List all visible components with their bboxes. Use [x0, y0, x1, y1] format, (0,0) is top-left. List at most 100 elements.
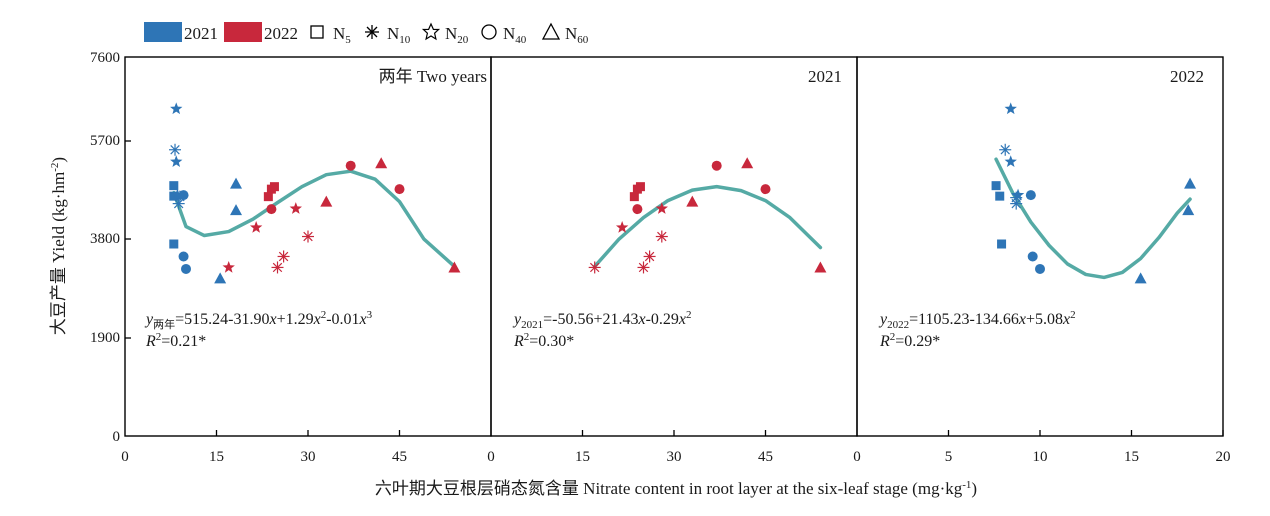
y-tick-label: 7600 [90, 50, 120, 66]
legend-asterisk-icon [365, 25, 379, 39]
x-tick-label: 45 [758, 449, 773, 465]
point-n40-circle [178, 251, 189, 262]
y-ticks [125, 140, 131, 339]
point-n60-triangle [214, 272, 227, 284]
point-n60-triangle [375, 157, 388, 169]
point-n5-square [995, 191, 1005, 201]
point-n40-circle [1035, 263, 1045, 274]
point-n10-asterisk [637, 261, 650, 274]
fit-curve [994, 157, 1192, 280]
point-n20-star [170, 155, 183, 167]
point-n20-star [171, 188, 184, 201]
x-tick-label: 0 [121, 449, 129, 465]
panel-3-equation: y2022=1105.23-134.66x+5.08x2 [878, 309, 1076, 331]
x-tick-label: 30 [667, 449, 682, 465]
point-n40-circle [1025, 190, 1036, 201]
point-n10-asterisk [655, 230, 668, 243]
point-n5-square [635, 182, 645, 192]
legend: 2021 2022 N5 N10 N20 N40 N60 [144, 22, 589, 46]
point-n5-square [991, 181, 1001, 191]
fit-curve [172, 169, 457, 269]
point-n5-square [629, 192, 639, 202]
x-tick-label: 15 [209, 449, 224, 465]
point-n5-square [169, 239, 179, 249]
x-tick-label: 5 [945, 449, 953, 465]
point-n20-star [289, 202, 302, 214]
point-n20-star [655, 202, 668, 214]
point-n60-triangle [1182, 204, 1195, 216]
x-axis-label: 六叶期大豆根层硝态氮含量 Nitrate content in root lay… [375, 479, 977, 498]
y-tick-label: 0 [113, 429, 121, 445]
point-n40-circle [181, 263, 191, 274]
panel-frame-3 [856, 56, 1224, 437]
legend-label-n60: N60 [565, 24, 589, 46]
legend-swatch-2022 [224, 22, 262, 42]
panel-frame-2 [490, 56, 858, 437]
point-n40-circle [760, 184, 771, 195]
point-n10-asterisk [588, 261, 601, 274]
point-n60-triangle [230, 204, 243, 216]
point-n20-star [615, 221, 629, 233]
legend-label-n20: N20 [445, 24, 469, 46]
point-n10-asterisk [999, 143, 1012, 156]
x-tick-label: 20 [1216, 449, 1231, 465]
panel-3-r2: R2=0.29* [879, 331, 940, 350]
panel-1-r2: R2=0.21* [145, 331, 206, 350]
point-n40-circle [345, 160, 356, 171]
legend-square-icon [310, 25, 324, 39]
point-n10-asterisk [271, 261, 284, 274]
x-tick-label: 0 [487, 449, 495, 465]
panel-2-title: 2021 [808, 67, 842, 86]
panel-2: 2021 y2021=-50.56+21.43x-0.29x2 R2=0.30* [512, 67, 842, 350]
y-tick-labels: 0 1900 3800 5700 7600 [90, 50, 120, 445]
point-n20-star [222, 260, 235, 273]
point-n5-square [269, 182, 279, 192]
x-tick-label: 30 [301, 449, 316, 465]
point-n40-circle [1027, 251, 1038, 262]
point-n60-triangle [1134, 272, 1147, 284]
y-tick-label: 5700 [90, 133, 120, 149]
plot-frame [124, 56, 1224, 437]
panel-2-r2: R2=0.30* [513, 331, 574, 350]
point-n20-star [1011, 188, 1025, 201]
legend-star-icon [421, 22, 441, 41]
point-n40-circle [394, 184, 405, 195]
point-n60-triangle [1184, 177, 1197, 189]
chart-marks: 0 15 30 45 0 15 30 45 0 5 10 15 20 [121, 102, 1231, 465]
legend-label-n5: N5 [333, 24, 351, 46]
panel-1-equation: y两年=515.24-31.90x+1.29x2-0.01x3 [144, 309, 373, 331]
fit-curve [592, 184, 823, 269]
point-n60-triangle [448, 261, 461, 273]
point-n40-circle [711, 160, 722, 171]
point-n60-triangle [814, 261, 827, 273]
point-n20-star [1004, 155, 1017, 167]
y-tick-label: 3800 [90, 231, 120, 247]
point-n40-circle [632, 204, 643, 215]
point-n40-circle [266, 204, 277, 215]
point-n20-star [1004, 102, 1017, 115]
legend-triangle-icon [541, 22, 561, 40]
point-n10-asterisk [302, 230, 314, 243]
panel-1-title: 两年 Two years [379, 67, 487, 86]
point-n60-triangle [741, 157, 754, 169]
point-n10-asterisk [277, 250, 290, 263]
point-n20-star [249, 221, 263, 233]
x-tick-label: 15 [1124, 449, 1139, 465]
point-n5-square [169, 191, 179, 201]
point-n5-square [263, 192, 273, 202]
point-n10-asterisk [643, 250, 656, 263]
point-n5-square [997, 239, 1007, 249]
point-n20-star [170, 102, 183, 115]
legend-label-n10: N10 [387, 24, 411, 46]
x-tick-label: 10 [1033, 449, 1048, 465]
legend-swatch-2021 [144, 22, 182, 42]
x-tick-label: 15 [575, 449, 590, 465]
point-n60-triangle [230, 177, 243, 189]
panel-3-title: 2022 [1170, 67, 1204, 86]
legend-label-2021: 2021 [184, 24, 218, 43]
point-n60-triangle [686, 195, 699, 207]
panel-1: 两年 Two years y两年=515.24-31.90x+1.29x2-0.… [144, 67, 487, 350]
panel-3: 2022 y2022=1105.23-134.66x+5.08x2 R2=0.2… [878, 67, 1204, 350]
x-tick-label: 0 [853, 449, 861, 465]
